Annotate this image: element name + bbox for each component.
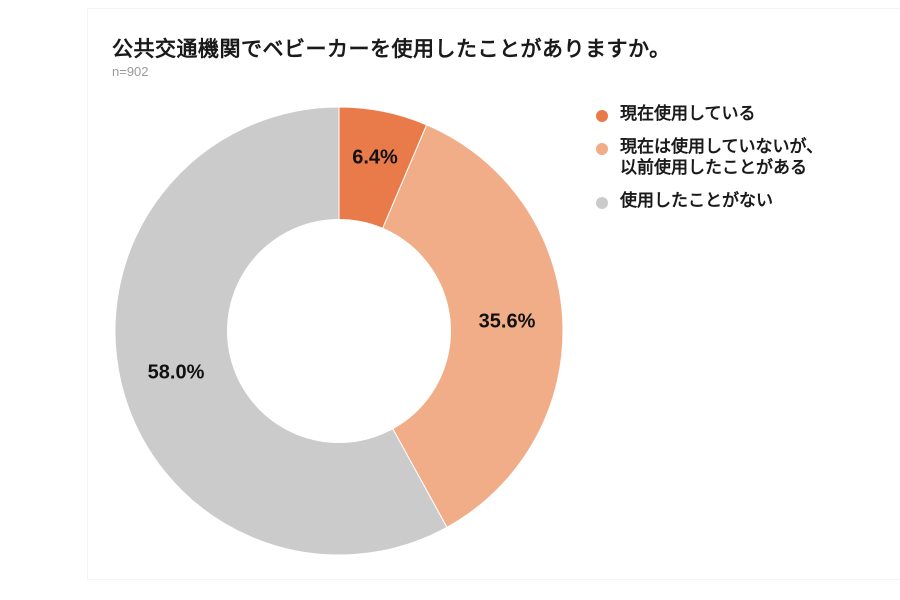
sample-size: n=902 (112, 64, 149, 79)
legend-dot-icon (596, 197, 608, 209)
donut-hole (227, 219, 451, 443)
legend-item-never: 使用したことがない (595, 191, 823, 212)
legend-label: 現在は使用していないが、 (620, 137, 824, 157)
slice-label-past: 35.6% (478, 310, 536, 333)
legend-label: 以前使用したことがある (620, 158, 807, 178)
chart-title: 公共交通機関でベビーカーを使用したことがありますか。 (112, 37, 671, 61)
legend-item-current: 現在使用している (595, 104, 823, 125)
legend-dot-icon (596, 143, 608, 155)
legend-label: 使用したことがない (620, 191, 773, 211)
legend-label: 現在使用している (620, 104, 756, 124)
chart-legend: 現在使用している 現在は使用していないが、 以前使用したことがある 使用したこと… (595, 104, 823, 224)
legend-item-past: 現在は使用していないが、 以前使用したことがある (595, 137, 823, 179)
slice-label-never: 58.0% (147, 361, 205, 384)
legend-dot-icon (596, 110, 608, 122)
slice-label-current: 6.4% (352, 146, 398, 169)
